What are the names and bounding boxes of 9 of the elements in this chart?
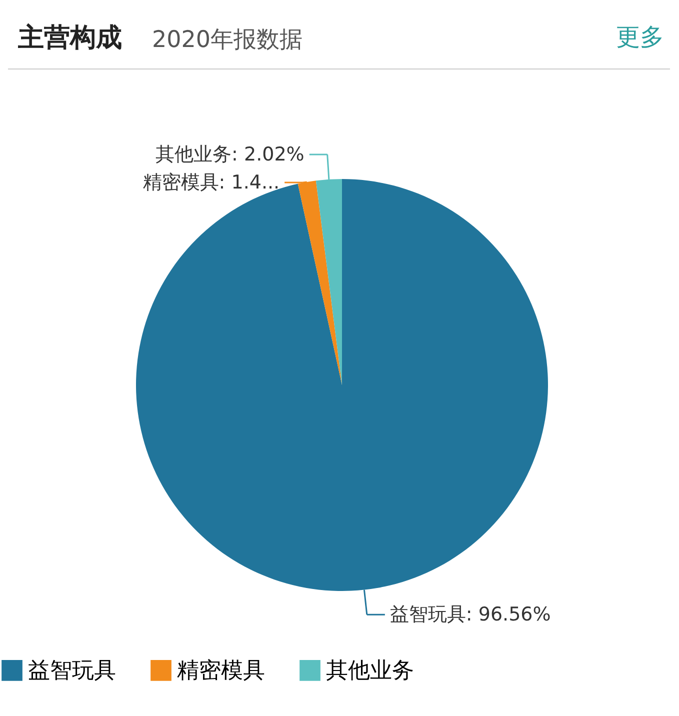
legend-label: 精密模具 <box>177 658 265 684</box>
data-label: 精密模具: 1.4... <box>142 171 280 194</box>
text: 更多 <box>616 23 664 51</box>
chart-subtitle: 2020年报数据 <box>152 27 303 53</box>
data-label: 其他业务: 2.02% <box>156 143 304 166</box>
data-label: 益智玩具: 96.56% <box>390 604 551 626</box>
legend-label: 其他业务 <box>326 658 414 684</box>
legend-label: 益智玩具 <box>28 658 116 684</box>
chart-title: 主营构成 <box>17 23 122 53</box>
